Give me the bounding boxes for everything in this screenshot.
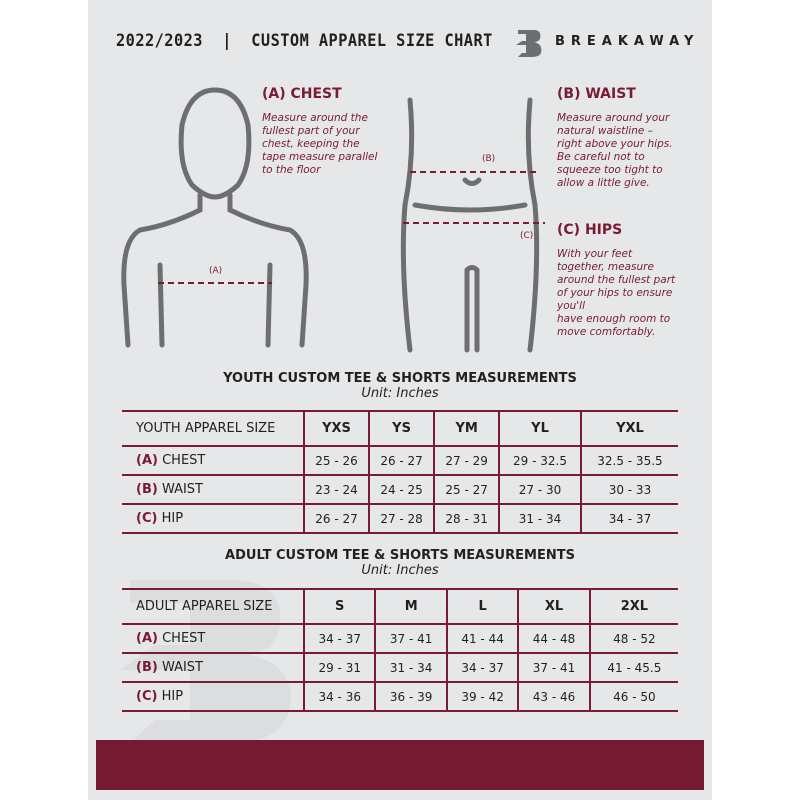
- table-cell: (B) WAIST: [122, 474, 304, 505]
- table-cell: 43 - 46: [517, 681, 590, 712]
- table-cell: 39 - 42: [445, 681, 519, 712]
- table-cell: YOUTH APPAREL SIZE: [122, 410, 304, 447]
- table-cell: (A) CHEST: [122, 445, 304, 476]
- table-row: (B) WAIST 29 - 31 31 - 34 34 - 37 37 - 41 41…: [122, 652, 678, 683]
- table-row: (B) WAIST 23 - 24 24 - 25 25 - 27 27 - 30 30…: [122, 474, 678, 505]
- waist-marker: (B): [482, 154, 496, 164]
- table-cell: 27 - 28: [368, 503, 435, 534]
- table-row: (C) HIP 34 - 36 36 - 39 39 - 42 43 - 46 46 -…: [122, 681, 678, 712]
- table-cell: 28 - 31: [433, 503, 500, 534]
- table-cell: 29 - 31: [302, 652, 376, 683]
- table-cell: S: [302, 588, 376, 625]
- upper-body-figure: [121, 87, 309, 348]
- table-cell: 32.5 - 35.5: [579, 445, 678, 476]
- table-cell: (C) HIP: [122, 503, 304, 534]
- hips-heading: (C) HIPS: [557, 222, 623, 238]
- hips-marker: (C): [520, 231, 534, 241]
- table-cell: 41 - 44: [445, 623, 519, 654]
- table-cell: XL: [517, 588, 590, 625]
- table-cell: 31 - 34: [374, 652, 447, 683]
- table-cell: 25 - 27: [433, 474, 500, 505]
- footer-bar: [96, 740, 704, 790]
- table-cell: 34 - 37: [302, 623, 376, 654]
- table-cell: 37 - 41: [374, 623, 447, 654]
- table-cell: (A) CHEST: [122, 623, 304, 654]
- table-row: (A) CHEST 34 - 37 37 - 41 41 - 44 44 - 48 48…: [122, 623, 678, 654]
- table-cell: 2XL: [588, 588, 678, 625]
- table-cell: 48 - 52: [588, 623, 678, 654]
- table-cell: YM: [433, 410, 500, 447]
- table-row: (C) HIP 26 - 27 27 - 28 28 - 31 31 - 34 34 -…: [122, 503, 678, 534]
- lower-body-figure: [400, 97, 545, 353]
- table-cell: YL: [498, 410, 581, 447]
- waist-heading: (B) WAIST: [557, 86, 636, 102]
- adult-section-heading: ADULT CUSTOM TEE & SHORTS MEASUREMENTS U…: [225, 548, 575, 578]
- page-title: 2022/2023 | CUSTOM APPAREL SIZE CHART: [116, 31, 493, 51]
- table-header-row: YOUTH APPAREL SIZE YXS YS YM YL YXL: [122, 410, 678, 447]
- adult-size-table: ADULT APPAREL SIZE S M L XL 2XL (A) CHEST 34…: [122, 588, 678, 712]
- table-cell: 37 - 41: [517, 652, 590, 683]
- table-cell: 34 - 37: [445, 652, 519, 683]
- youth-size-table: YOUTH APPAREL SIZE YXS YS YM YL YXL (A) CHES…: [122, 410, 678, 534]
- table-cell: YXL: [579, 410, 678, 447]
- table-cell: 23 - 24: [302, 474, 370, 505]
- table-cell: 34 - 36: [302, 681, 376, 712]
- table-cell: 25 - 26: [302, 445, 370, 476]
- table-cell: (B) WAIST: [122, 652, 304, 683]
- brand-name: BREAKAWAY: [555, 34, 700, 49]
- table-cell: 29 - 32.5: [498, 445, 581, 476]
- table-cell: 30 - 33: [579, 474, 678, 505]
- breakaway-logo: [516, 30, 542, 57]
- table-cell: 27 - 29: [433, 445, 500, 476]
- table-cell: M: [374, 588, 447, 625]
- table-cell: 27 - 30: [498, 474, 581, 505]
- table-cell: (C) HIP: [122, 681, 304, 712]
- table-row: (A) CHEST 25 - 26 26 - 27 27 - 29 29 - 32.5…: [122, 445, 678, 476]
- table-cell: 31 - 34: [498, 503, 581, 534]
- table-cell: 24 - 25: [368, 474, 435, 505]
- table-cell: L: [445, 588, 519, 625]
- table-cell: ADULT APPAREL SIZE: [122, 588, 304, 625]
- waist-description: Measure around your natural waistline – ri…: [557, 112, 673, 189]
- youth-section-heading: YOUTH CUSTOM TEE & SHORTS MEASUREMENTS U…: [223, 371, 577, 401]
- chest-marker: (A): [209, 266, 223, 276]
- chest-heading: (A) CHEST: [262, 86, 342, 102]
- table-cell: YXS: [302, 410, 370, 447]
- table-cell: 26 - 27: [302, 503, 370, 534]
- table-cell: 26 - 27: [368, 445, 435, 476]
- table-cell: 36 - 39: [374, 681, 447, 712]
- table-cell: 46 - 50: [588, 681, 678, 712]
- table-cell: 41 - 45.5: [588, 652, 678, 683]
- chest-description: Measure around the fullest part of your ch…: [262, 112, 378, 176]
- table-cell: 44 - 48: [517, 623, 590, 654]
- table-cell: 34 - 37: [579, 503, 678, 534]
- table-cell: YS: [368, 410, 435, 447]
- table-header-row: ADULT APPAREL SIZE S M L XL 2XL: [122, 588, 678, 625]
- hips-description: With your feet together, measure around th…: [557, 248, 676, 338]
